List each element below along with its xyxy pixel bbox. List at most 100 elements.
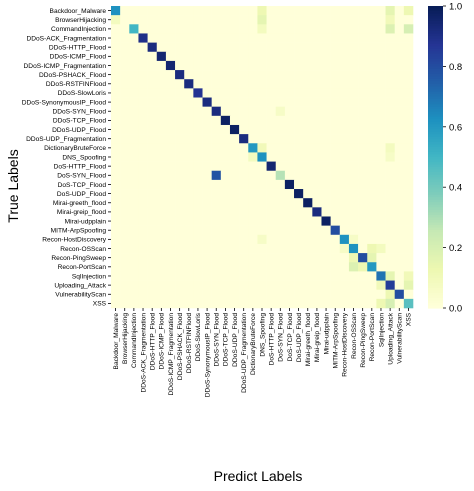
heatmap-cell-4-27: [358, 42, 368, 53]
heatmap-cell-3-6: [165, 33, 176, 43]
heatmap-cell-2-26: [348, 24, 359, 34]
heatmap-cell-31-5: [156, 289, 167, 300]
heatmap-cell-21-19: [284, 198, 295, 208]
heatmap-cell-25-2: [129, 234, 139, 245]
heatmap-cell-5-13: [229, 51, 240, 62]
heatmap-cell-30-28: [367, 280, 377, 290]
heatmap-cell-1-22: [312, 15, 322, 25]
colorbar-segment: [428, 204, 443, 208]
heatmap-cell-3-12: [220, 33, 231, 43]
colorbar-segment: [428, 219, 443, 224]
heatmap-cell-12-20: [294, 115, 304, 126]
heatmap-cell-31-1: [120, 289, 130, 300]
heatmap-cell-30-1: [120, 280, 130, 290]
heatmap-cell-2-19: [284, 24, 295, 34]
heatmap-cell-15-3: [138, 143, 148, 153]
colorbar-segment: [428, 48, 443, 52]
heatmap-cell-12-18: [275, 115, 286, 126]
heatmap-cell-2-6: [165, 24, 176, 34]
heatmap-cell-6-4: [147, 60, 158, 71]
x-tick-label: Mirai-greeth_flood: [305, 313, 312, 366]
heatmap-cell-5-4: [147, 51, 158, 62]
heatmap-cell-4-13: [229, 42, 240, 53]
heatmap-cell-11-14: [239, 106, 249, 117]
colorbar-segment: [428, 99, 443, 103]
x-tick-label: DDoS-SYN_Flood: [214, 313, 221, 367]
heatmap-cell-12-16: [257, 115, 267, 126]
x-axis-label: Predict Labels: [214, 468, 303, 484]
heatmap-cell-29-0: [111, 271, 121, 281]
heatmap-cell-9-26: [348, 88, 359, 98]
heatmap-cell-28-26: [348, 262, 359, 272]
heatmap-cell-32-23: [321, 298, 331, 309]
heatmap-cell-2-23: [321, 24, 331, 34]
heatmap-cell-32-29: [376, 298, 386, 309]
heatmap-cell-15-21: [303, 143, 313, 153]
colorbar-segment: [428, 38, 443, 42]
colorbar-segment: [428, 247, 443, 251]
heatmap-cell-14-25: [339, 134, 350, 144]
heatmap-cell-27-7: [175, 253, 185, 263]
heatmap-cell-16-5: [156, 152, 167, 162]
heatmap-cell-12-5: [156, 115, 167, 126]
y-tick-label: DoS-UDP_Flood: [57, 191, 106, 198]
heatmap-cell-10-31: [394, 97, 405, 107]
heatmap-cell-8-17: [266, 79, 277, 89]
heatmap-cell-29-28: [367, 271, 377, 281]
heatmap-cell-6-12: [220, 60, 231, 71]
y-tick-label: Mirai-greeth_flood: [53, 200, 106, 207]
heatmap-cell-23-8: [184, 216, 194, 226]
heatmap-cell-14-24: [330, 134, 341, 144]
heatmap-cell-8-29: [376, 79, 386, 89]
y-tick-label: DDoS-TCP_Flood: [53, 118, 106, 125]
heatmap-cell-12-0: [111, 115, 121, 126]
heatmap-cell-9-30: [385, 88, 395, 98]
heatmap-cell-12-15: [248, 115, 258, 126]
heatmap-cell-29-19: [284, 271, 295, 281]
colorbar-segment: [428, 149, 443, 153]
heatmap-cell-21-11: [211, 198, 222, 208]
heatmap-cell-16-25: [339, 152, 350, 162]
heatmap-cell-17-16: [257, 161, 267, 172]
y-tick-label: DoS-TCP_Flood: [58, 182, 107, 189]
heatmap-cell-5-0: [111, 51, 121, 62]
y-tick-label: DoS-HTTP_Flood: [54, 163, 107, 170]
heatmap-cell-16-31: [394, 152, 405, 162]
heatmap-cell-9-7: [175, 88, 185, 98]
heatmap-cell-8-10: [202, 79, 212, 89]
heatmap-cell-5-9: [193, 51, 203, 62]
colorbar-segment: [428, 141, 443, 146]
heatmap-cell-30-17: [266, 280, 277, 290]
heatmap-cell-6-15: [248, 60, 258, 71]
y-tick-label: DDoS-SlowLoris: [58, 90, 107, 97]
heatmap-cell-6-20: [294, 60, 304, 71]
heatmap-cell-27-1: [120, 253, 130, 263]
colorbar-segment: [428, 43, 443, 47]
heatmap-cell-4-23: [321, 42, 331, 53]
heatmap-cell-29-9: [193, 271, 203, 281]
heatmap-cell-6-9: [193, 60, 203, 71]
heatmap-cell-31-22: [312, 289, 322, 300]
heatmap-cell-13-3: [138, 124, 148, 135]
heatmap-cell-17-15: [248, 161, 258, 172]
heatmap-cell-7-1: [120, 70, 130, 80]
heatmap-cell-15-32: [403, 143, 414, 153]
heatmap-cell-1-17: [266, 15, 277, 25]
heatmap-cell-21-16: [257, 198, 267, 208]
heatmap-cell-18-17: [266, 170, 277, 181]
heatmap-cell-0-30: [385, 6, 395, 16]
heatmap-cell-32-0: [111, 298, 121, 309]
heatmap-cell-13-27: [358, 124, 368, 135]
heatmap-cell-24-12: [220, 225, 231, 236]
heatmap-cell-24-7: [175, 225, 185, 236]
heatmap-cell-1-26: [348, 15, 359, 25]
colorbar-segment: [428, 129, 443, 133]
heatmap-cell-15-10: [202, 143, 212, 153]
x-tick-label: Mirai-greip_flood: [314, 313, 321, 362]
heatmap-cell-20-30: [385, 189, 395, 199]
heatmap-cell-19-16: [257, 179, 267, 190]
heatmap-cell-3-4: [147, 33, 158, 43]
heatmap-cell-4-19: [284, 42, 295, 53]
heatmap-cell-30-18: [275, 280, 286, 290]
